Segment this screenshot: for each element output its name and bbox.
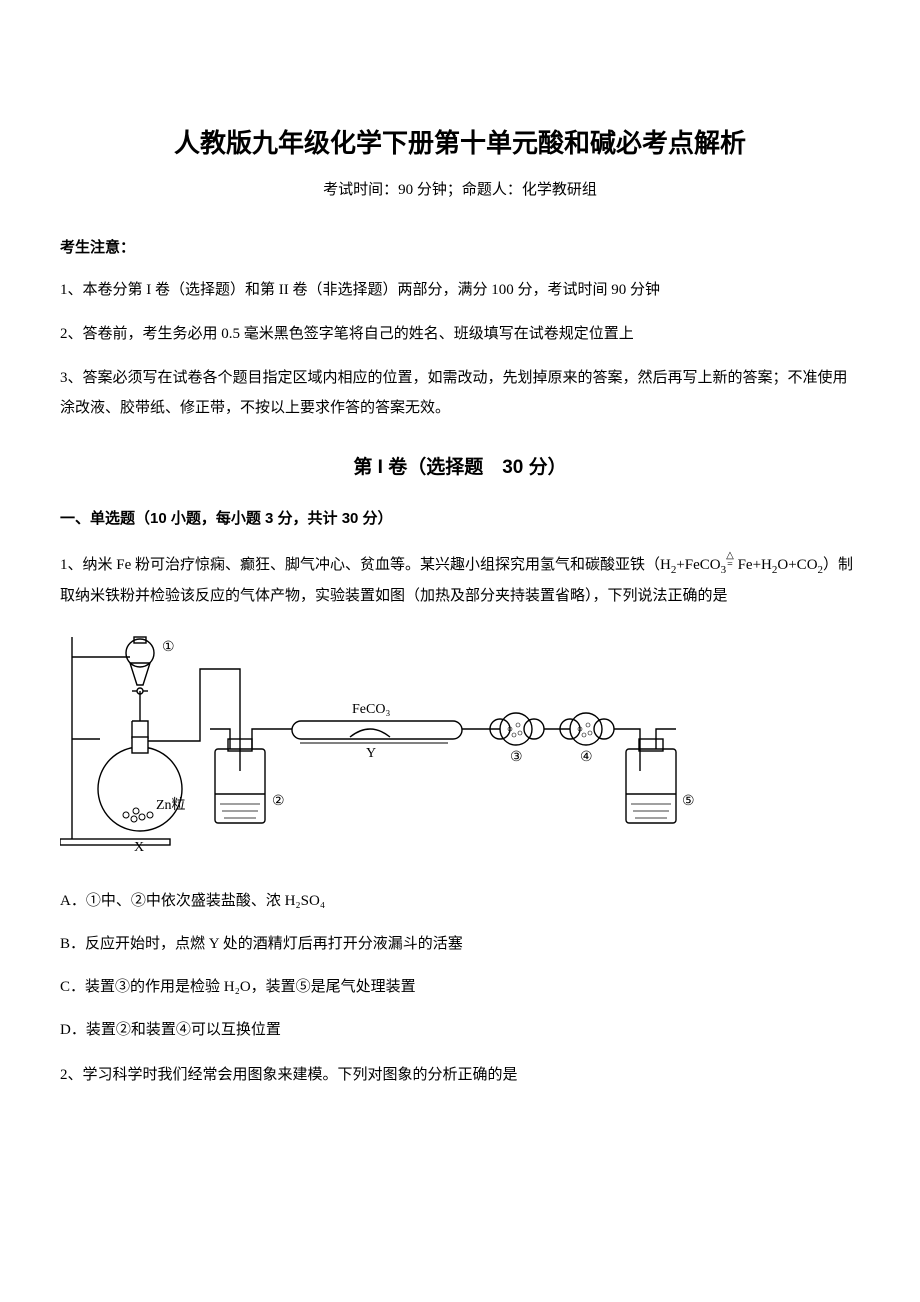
label-zn: Zn粒	[156, 797, 186, 813]
mcq-heading: 一、单选题（10 小题，每小题 3 分，共计 30 分）	[60, 505, 860, 532]
q1-text: O+CO	[777, 557, 817, 573]
label-y: Y	[366, 746, 376, 761]
q1-option-b: B．反应开始时，点燃 Y 处的酒精灯后再打开分液漏斗的活塞	[60, 931, 860, 958]
q1-text: Fe+H	[738, 557, 772, 573]
reaction-delta-icon: △=	[726, 550, 734, 570]
notice-item: 2、答卷前，考生务必用 0.5 毫米黑色签字笔将自己的姓名、班级填写在试卷规定位…	[60, 319, 860, 349]
page-subtitle: 考试时间：90 分钟；命题人：化学教研组	[60, 177, 860, 204]
notice-heading: 考生注意：	[60, 234, 860, 261]
q1-option-c: C．装置③的作用是检验 H₂O，装置⑤是尾气处理装置	[60, 974, 860, 1001]
notice-item: 1、本卷分第 I 卷（选择题）和第 II 卷（非选择题）两部分，满分 100 分…	[60, 275, 860, 305]
q1-stem: 1、纳米 Fe 粉可治疗惊痫、癫狂、脚气冲心、贫血等。某兴趣小组探究用氢气和碳酸…	[60, 550, 860, 611]
label-c4: ④	[580, 750, 593, 765]
q1-option-d: D．装置②和装置④可以互换位置	[60, 1017, 860, 1044]
notice-item: 3、答案必须写在试卷各个题目指定区域内相应的位置，如需改动，先划掉原来的答案，然…	[60, 363, 860, 423]
label-c5: ⑤	[682, 794, 695, 809]
label-c3: ③	[510, 750, 523, 765]
label-c1: ①	[162, 640, 175, 655]
q1-text: 1、纳米 Fe 粉可治疗惊痫、癫狂、脚气冲心、贫血等。某兴趣小组探究用氢气和碳酸…	[60, 557, 671, 573]
label-x: X	[134, 840, 144, 855]
q2-stem: 2、学习科学时我们经常会用图象来建模。下列对图象的分析正确的是	[60, 1060, 860, 1090]
q1-option-a: A．①中、②中依次盛装盐酸、浓 H₂SO₄	[60, 888, 860, 915]
part1-heading: 第 I 卷（选择题 30 分）	[60, 451, 860, 485]
q1-text: +FeCO	[676, 557, 720, 573]
apparatus-svg: ① ② ③ ④ ⑤ Zn粒 X Y FeCO₃	[60, 629, 700, 859]
apparatus-figure: ① ② ③ ④ ⑤ Zn粒 X Y FeCO₃	[60, 629, 860, 870]
page: 人教版九年级化学下册第十单元酸和碱必考点解析 考试时间：90 分钟；命题人：化学…	[0, 0, 920, 1164]
label-c2: ②	[272, 794, 285, 809]
page-title: 人教版九年级化学下册第十单元酸和碱必考点解析	[60, 120, 860, 167]
label-feco3: FeCO₃	[352, 702, 390, 717]
